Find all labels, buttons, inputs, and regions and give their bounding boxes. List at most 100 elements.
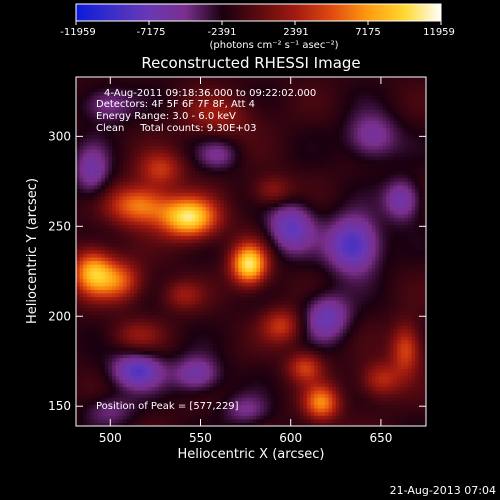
heatmap-cell <box>205 372 211 377</box>
heatmap-cell <box>94 264 99 269</box>
heatmap-cell <box>241 361 247 366</box>
heatmap-cell <box>83 382 88 388</box>
heatmap-cell <box>223 156 229 161</box>
heatmap-cell <box>133 386 138 391</box>
heatmap-cell <box>162 285 167 290</box>
heatmap-cell <box>198 343 203 348</box>
heatmap-cell <box>245 177 250 182</box>
heatmap-cell <box>220 177 225 182</box>
heatmap-cell <box>115 246 120 251</box>
heatmap-cell <box>223 318 229 323</box>
heatmap-cell <box>79 80 84 85</box>
heatmap-cell <box>256 220 261 226</box>
heatmap-cell <box>198 242 203 247</box>
heatmap-cell <box>223 202 229 208</box>
heatmap-cell <box>177 364 182 370</box>
heatmap-cell <box>112 213 117 218</box>
heatmap-cell <box>101 418 106 423</box>
heatmap-cell <box>112 188 117 193</box>
heatmap-cell <box>97 375 102 380</box>
heatmap-cell <box>148 102 153 107</box>
heatmap-cell <box>227 400 232 406</box>
heatmap-cell <box>180 228 185 233</box>
heatmap-cell <box>97 98 102 103</box>
heatmap-cell <box>191 98 196 103</box>
heatmap-cell <box>177 112 182 118</box>
heatmap-cell <box>166 163 171 168</box>
heatmap-cell <box>169 372 175 377</box>
heatmap-cell <box>249 310 254 316</box>
heatmap-cell <box>191 375 196 380</box>
heatmap-cell <box>90 109 95 114</box>
heatmap-cell <box>173 336 178 341</box>
heatmap-cell <box>184 339 189 344</box>
heatmap-cell <box>195 354 200 359</box>
heatmap-cell <box>209 174 214 179</box>
heatmap-cell <box>83 368 88 373</box>
heatmap-cell <box>241 177 247 182</box>
heatmap-cell <box>144 105 149 110</box>
heatmap-cell <box>191 282 196 287</box>
heatmap-cell <box>173 382 178 388</box>
heatmap-cell <box>195 195 200 200</box>
heatmap-cell <box>177 77 182 82</box>
heatmap-cell <box>231 80 236 85</box>
heatmap-cell <box>94 112 99 118</box>
heatmap-cell <box>256 310 261 316</box>
heatmap-cell <box>195 375 200 380</box>
heatmap-cell <box>177 307 182 312</box>
heatmap-cell <box>205 249 211 254</box>
heatmap-cell <box>184 354 189 359</box>
heatmap-cell <box>209 375 214 380</box>
heatmap-cell <box>234 278 239 283</box>
heatmap-cell <box>234 390 239 395</box>
heatmap-cell <box>227 170 232 175</box>
heatmap-cell <box>90 336 95 341</box>
heatmap-cell <box>252 192 258 197</box>
heatmap-cell <box>90 202 95 208</box>
heatmap-cell <box>191 228 196 233</box>
heatmap-cell <box>238 87 243 92</box>
heatmap-cell <box>94 195 99 200</box>
heatmap-cell <box>249 415 254 420</box>
heatmap-cell <box>94 318 99 323</box>
heatmap-cell <box>227 278 232 283</box>
heatmap-cell <box>195 235 200 240</box>
heatmap-cell <box>195 199 200 204</box>
heatmap-cell <box>241 339 247 344</box>
heatmap-cell <box>205 375 211 380</box>
heatmap-cell <box>133 120 138 125</box>
heatmap-cell <box>249 372 254 377</box>
heatmap-cell <box>177 116 182 121</box>
heatmap-cell <box>252 314 258 319</box>
heatmap-cell <box>256 278 261 283</box>
heatmap-cell <box>115 361 120 366</box>
heatmap-cell <box>137 213 142 218</box>
heatmap-cell <box>195 148 200 154</box>
heatmap-cell <box>104 152 110 157</box>
heatmap-cell <box>198 105 203 110</box>
heatmap-cell <box>101 138 106 143</box>
heatmap-cell <box>173 105 178 110</box>
heatmap-cell <box>83 408 88 413</box>
heatmap-cell <box>205 213 211 218</box>
heatmap-cell <box>140 231 146 236</box>
heatmap-cell <box>115 382 120 388</box>
heatmap-cell <box>227 296 232 301</box>
colorbar-tick-label: 7175 <box>355 27 380 38</box>
heatmap-cell <box>177 339 182 344</box>
heatmap-cell <box>227 199 232 204</box>
heatmap-cell <box>162 220 167 226</box>
heatmap-cell <box>158 80 164 85</box>
heatmap-cell <box>140 379 146 384</box>
heatmap-cell <box>191 325 196 330</box>
heatmap-cell <box>202 253 207 258</box>
heatmap-cell <box>234 116 239 121</box>
heatmap-cell <box>173 177 178 182</box>
heatmap-cell <box>86 314 92 319</box>
heatmap-cell <box>137 418 142 423</box>
heatmap-cell <box>126 152 131 157</box>
heatmap-cell <box>76 105 81 110</box>
heatmap-cell <box>130 292 135 298</box>
heatmap-cell <box>238 364 243 370</box>
